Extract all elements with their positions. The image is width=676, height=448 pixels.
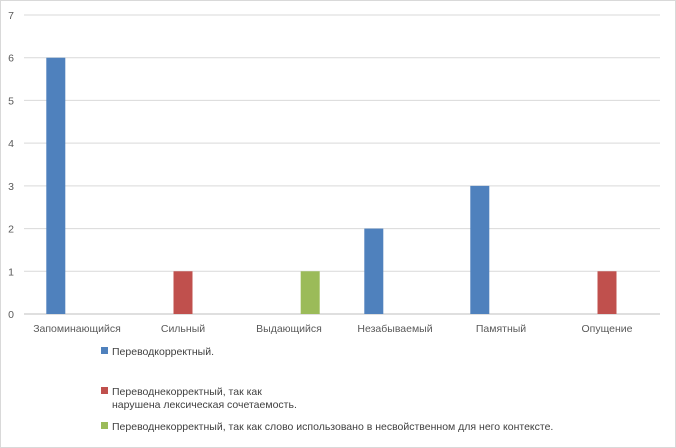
bar-2-series-2 <box>173 271 193 314</box>
legend-label: Переводнекорректный, так как слово испол… <box>112 421 553 433</box>
y-tick-label: 5 <box>8 95 14 107</box>
legend-label: Переводнекорректный, так как <box>112 386 262 398</box>
x-tick-label: Выдающийся <box>256 323 322 335</box>
y-tick-label: 6 <box>8 53 14 65</box>
y-tick-label: 7 <box>8 10 14 22</box>
bar-1-series-1 <box>46 57 66 314</box>
y-tick-label: 1 <box>8 266 14 278</box>
y-tick-label: 3 <box>8 181 14 193</box>
legend-label: Переводкорректный. <box>112 346 214 358</box>
x-tick-label: Опущение <box>582 323 633 335</box>
bar-6-series-2 <box>597 271 617 314</box>
x-tick-label: Запоминающийся <box>33 323 121 335</box>
legend-swatch-series-1 <box>101 347 108 354</box>
x-tick-label: Памятный <box>476 323 526 335</box>
bar-3-series-3 <box>300 271 320 314</box>
y-tick-label: 2 <box>8 224 14 236</box>
bar-5-series-1 <box>470 185 490 314</box>
legend-swatch-series-3 <box>101 422 108 429</box>
bar-4-series-1 <box>364 228 384 314</box>
y-tick-label: 4 <box>8 138 14 150</box>
x-tick-label: Незабываемый <box>357 323 432 335</box>
legend-swatch-series-2 <box>101 387 108 394</box>
y-tick-label: 0 <box>8 309 14 321</box>
legend-label: нарушена лексическая сочетаемость. <box>112 399 297 411</box>
x-tick-label: Сильный <box>161 323 205 335</box>
